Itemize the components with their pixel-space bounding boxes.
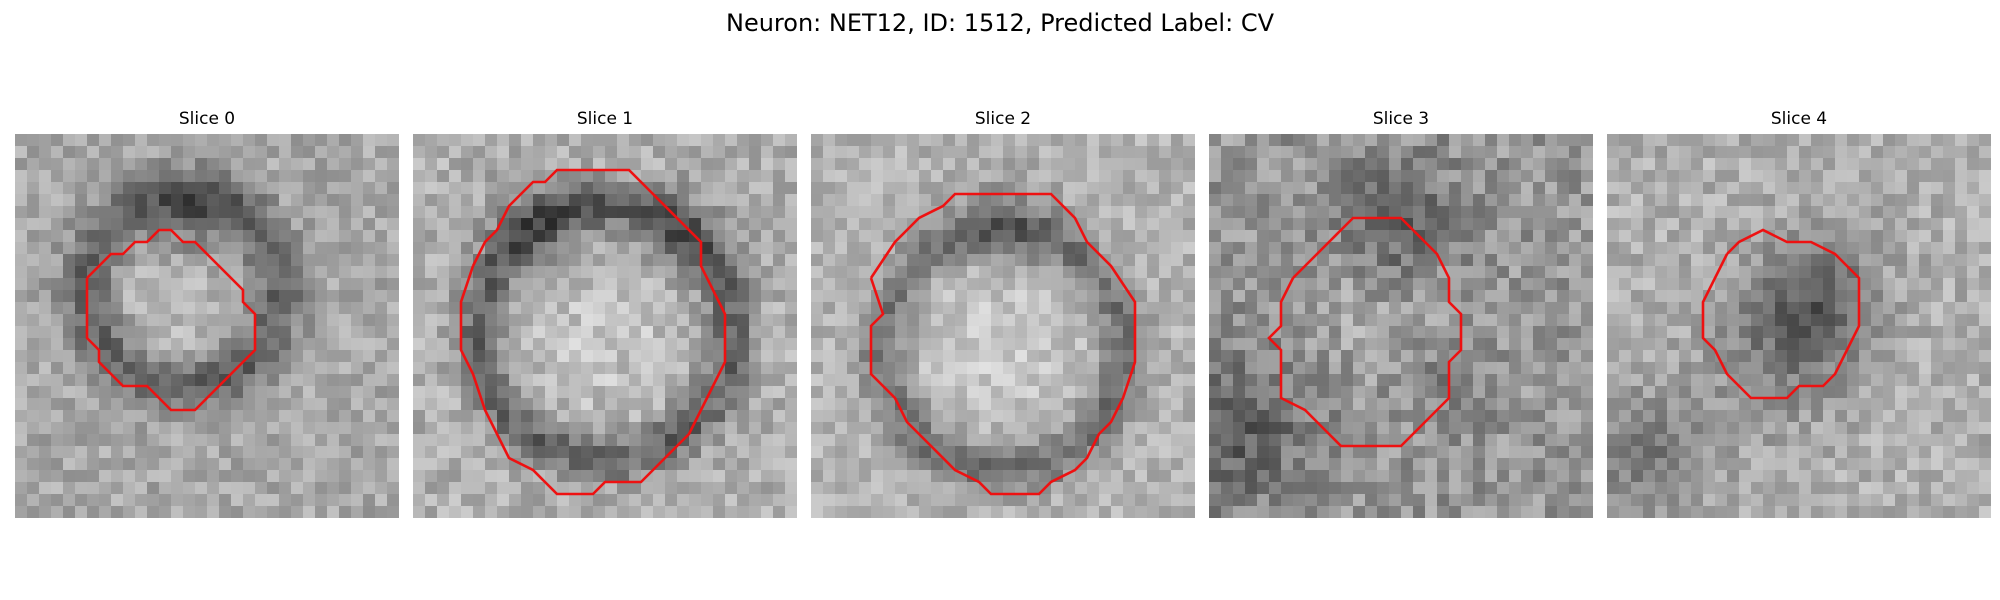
slice-image-2: [811, 134, 1195, 518]
roi-contour: [85, 228, 257, 412]
roi-contour: [1701, 228, 1861, 400]
slice-panel-3: Slice 3: [1209, 108, 1593, 528]
slice-contour-1: [459, 168, 727, 496]
roi-contour: [869, 192, 1137, 496]
slice-title-4: Slice 4: [1770, 109, 1828, 129]
slice-contour-4: [1701, 228, 1861, 400]
figure-title: Neuron: NET12, ID: 1512, Predicted Label…: [726, 9, 1274, 37]
slice-image-1: [413, 134, 797, 518]
slice-panel-1: Slice 1: [413, 108, 797, 528]
slice-image-4: [1607, 134, 1991, 518]
roi-contour: [1267, 216, 1463, 448]
slice-image-3: [1209, 134, 1593, 518]
roi-contour: [459, 168, 727, 496]
slice-panel-2: Slice 2: [811, 108, 1195, 528]
slice-contour-3: [1267, 216, 1463, 448]
slice-title-1: Slice 1: [576, 109, 634, 129]
slice-contour-0: [85, 228, 257, 412]
slice-contour-2: [869, 192, 1137, 496]
slice-title-2: Slice 2: [974, 109, 1032, 129]
slice-title-0: Slice 0: [178, 109, 236, 129]
slice-panel-0: Slice 0: [15, 108, 399, 528]
slice-panel-4: Slice 4: [1607, 108, 1991, 528]
slice-title-3: Slice 3: [1372, 109, 1430, 129]
slice-image-0: [15, 134, 399, 518]
